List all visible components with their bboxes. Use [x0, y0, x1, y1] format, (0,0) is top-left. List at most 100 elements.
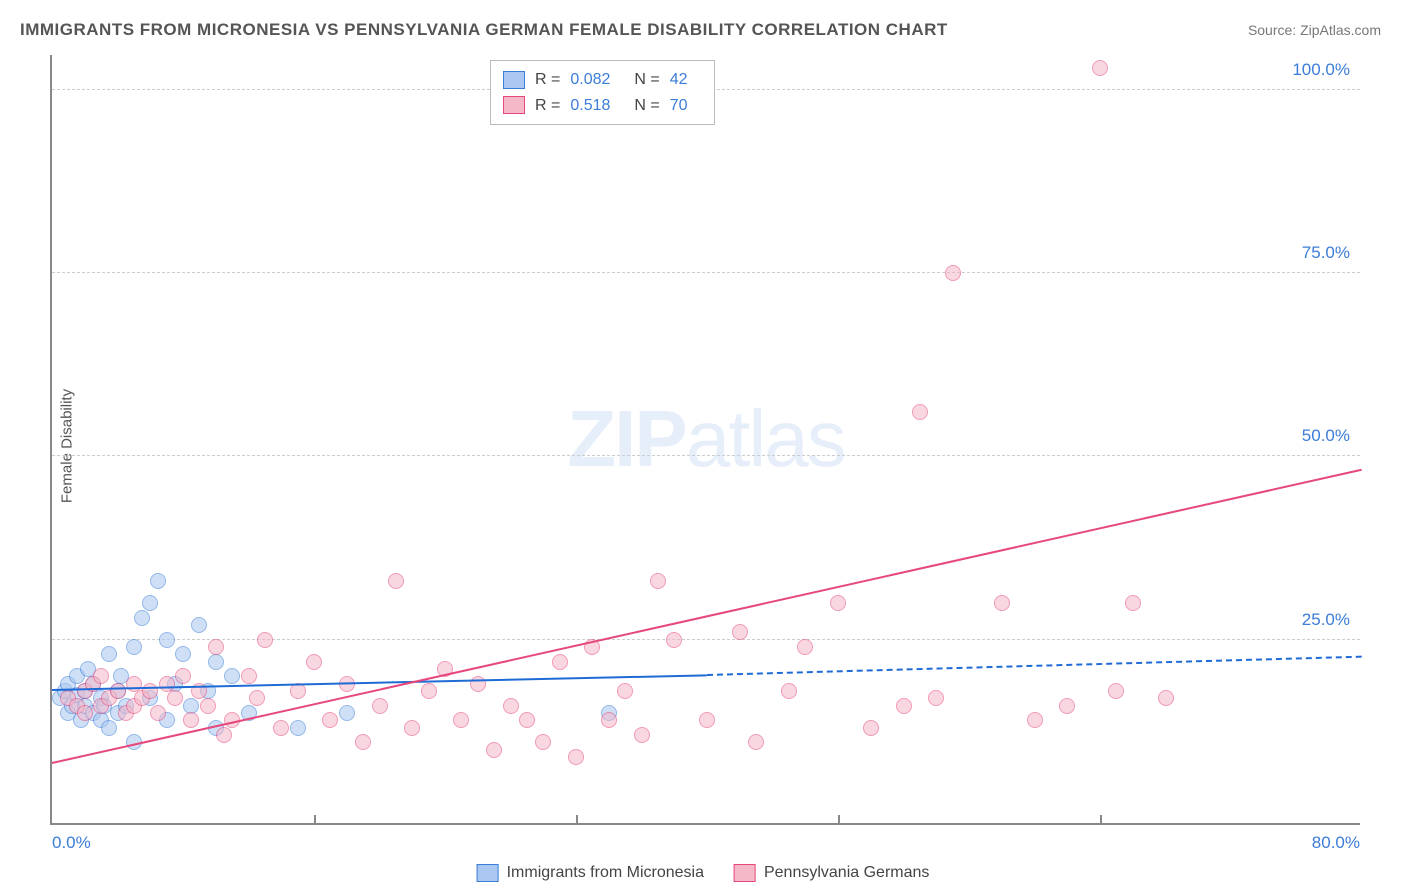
y-tick-label: 100.0%	[1292, 60, 1350, 80]
series-legend: Immigrants from Micronesia Pennsylvania G…	[477, 864, 930, 882]
r-label: R =	[535, 67, 560, 93]
data-point	[93, 668, 109, 684]
data-point	[322, 712, 338, 728]
data-point	[208, 639, 224, 655]
data-point	[290, 720, 306, 736]
data-point	[503, 698, 519, 714]
data-point	[1108, 683, 1124, 699]
gridline	[52, 639, 1360, 640]
legend-item: Immigrants from Micronesia	[477, 864, 704, 882]
legend-item: Pennsylvania Germans	[734, 864, 929, 882]
data-point	[912, 404, 928, 420]
data-point	[183, 698, 199, 714]
data-point	[601, 712, 617, 728]
data-point	[208, 654, 224, 670]
data-point	[748, 734, 764, 750]
data-point	[126, 639, 142, 655]
data-point	[519, 712, 535, 728]
gridline	[52, 455, 1360, 456]
data-point	[994, 595, 1010, 611]
data-point	[535, 734, 551, 750]
data-point	[1059, 698, 1075, 714]
source-attribution: Source: ZipAtlas.com	[1248, 22, 1381, 38]
data-point	[249, 690, 265, 706]
data-point	[634, 727, 650, 743]
legend-swatch	[734, 864, 756, 882]
data-point	[650, 573, 666, 589]
data-point	[372, 698, 388, 714]
r-value: 0.518	[570, 93, 610, 119]
data-point	[273, 720, 289, 736]
data-point	[200, 698, 216, 714]
data-point	[552, 654, 568, 670]
data-point	[101, 646, 117, 662]
legend-swatch	[503, 71, 525, 89]
n-label: N =	[634, 93, 659, 119]
watermark: ZIPatlas	[567, 393, 844, 485]
data-point	[797, 639, 813, 655]
data-point	[666, 632, 682, 648]
data-point	[101, 720, 117, 736]
data-point	[175, 646, 191, 662]
x-tick	[1100, 815, 1102, 823]
gridline	[52, 272, 1360, 273]
data-point	[699, 712, 715, 728]
data-point	[150, 573, 166, 589]
n-label: N =	[634, 67, 659, 93]
data-point	[945, 265, 961, 281]
data-point	[183, 712, 199, 728]
data-point	[159, 632, 175, 648]
y-tick-label: 25.0%	[1302, 610, 1350, 630]
data-point	[421, 683, 437, 699]
data-point	[928, 690, 944, 706]
data-point	[257, 632, 273, 648]
data-point	[216, 727, 232, 743]
chart-title: IMMIGRANTS FROM MICRONESIA VS PENNSYLVAN…	[20, 20, 948, 40]
n-value: 70	[670, 93, 688, 119]
legend-row: R = 0.082 N = 42	[503, 67, 702, 93]
x-tick-label: 80.0%	[1312, 833, 1360, 853]
data-point	[150, 705, 166, 721]
data-point	[355, 734, 371, 750]
n-value: 42	[670, 67, 688, 93]
data-point	[1092, 60, 1108, 76]
data-point	[781, 683, 797, 699]
x-tick	[838, 815, 840, 823]
data-point	[470, 676, 486, 692]
data-point	[568, 749, 584, 765]
x-tick-label: 0.0%	[52, 833, 91, 853]
y-tick-label: 75.0%	[1302, 243, 1350, 263]
data-point	[241, 668, 257, 684]
data-point	[896, 698, 912, 714]
data-point	[732, 624, 748, 640]
data-point	[830, 595, 846, 611]
data-point	[77, 705, 93, 721]
x-tick	[314, 815, 316, 823]
stats-legend: R = 0.082 N = 42 R = 0.518 N = 70	[490, 60, 715, 125]
r-label: R =	[535, 93, 560, 119]
data-point	[1125, 595, 1141, 611]
data-point	[453, 712, 469, 728]
data-point	[339, 705, 355, 721]
legend-label: Immigrants from Micronesia	[507, 864, 704, 882]
data-point	[142, 683, 158, 699]
data-point	[404, 720, 420, 736]
data-point	[1158, 690, 1174, 706]
y-tick-label: 50.0%	[1302, 426, 1350, 446]
data-point	[110, 683, 126, 699]
legend-swatch	[477, 864, 499, 882]
trend-line	[707, 656, 1362, 676]
data-point	[191, 617, 207, 633]
scatter-plot-area: ZIPatlas 25.0%50.0%75.0%100.0%0.0%80.0%	[50, 55, 1360, 825]
data-point	[159, 676, 175, 692]
legend-label: Pennsylvania Germans	[764, 864, 929, 882]
data-point	[224, 668, 240, 684]
legend-row: R = 0.518 N = 70	[503, 93, 702, 119]
data-point	[863, 720, 879, 736]
data-point	[486, 742, 502, 758]
data-point	[175, 668, 191, 684]
data-point	[617, 683, 633, 699]
data-point	[306, 654, 322, 670]
r-value: 0.082	[570, 67, 610, 93]
data-point	[142, 595, 158, 611]
